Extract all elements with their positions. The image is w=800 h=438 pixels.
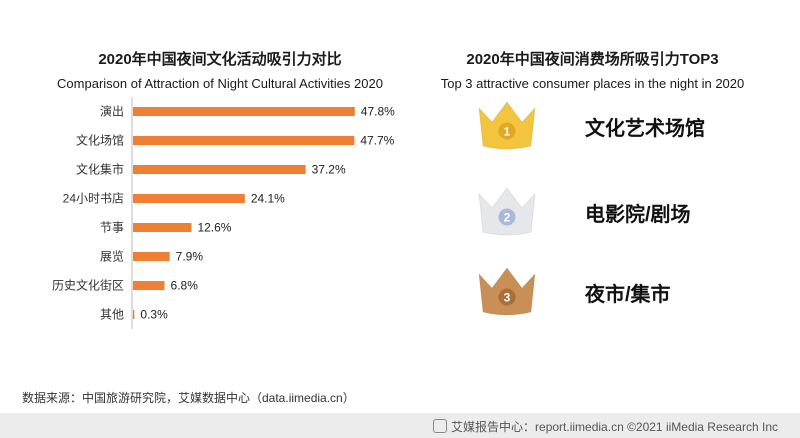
rank-item-1: 1 文化艺术场馆 — [475, 98, 795, 158]
category-label: 历史文化街区 — [52, 278, 124, 293]
bar — [133, 223, 192, 232]
footer-credit-text: 艾媒报告中心：report.iimedia.cn ©2021 iiMedia R… — [451, 420, 778, 434]
chart-title: 2020年中国夜间文化活动吸引力对比 — [98, 51, 342, 68]
category-label: 文化场馆 — [76, 133, 124, 148]
bar — [133, 252, 170, 261]
rank-label: 电影院/剧场 — [585, 204, 691, 226]
footer-bar — [0, 413, 800, 438]
bronze-crown-icon: 3 — [478, 267, 536, 316]
category-label: 文化集市 — [76, 162, 124, 177]
rank-badge — [498, 288, 516, 306]
bar — [133, 310, 135, 319]
category-label: 节事 — [100, 221, 124, 235]
bar — [133, 194, 245, 203]
category-label: 演出 — [100, 104, 124, 119]
rank-badge — [498, 208, 516, 226]
gold-crown-icon: 1 — [478, 101, 536, 150]
value-label: 24.1% — [251, 192, 285, 206]
rank-number: 3 — [504, 291, 511, 305]
value-label: 47.8% — [361, 105, 395, 119]
value-label: 47.7% — [360, 134, 394, 148]
rank-number: 1 — [504, 125, 511, 139]
value-label: 6.8% — [171, 279, 199, 293]
rank-item-3: 3 夜市/集市 — [475, 264, 795, 324]
silver-crown-icon: 2 — [478, 187, 536, 236]
value-label: 12.6% — [197, 221, 231, 235]
iimedia-logo-icon — [433, 419, 448, 433]
rank-label: 夜市/集市 — [585, 284, 671, 306]
category-label: 展览 — [100, 249, 124, 264]
rank-label: 文化艺术场馆 — [585, 118, 705, 140]
value-label: 7.9% — [176, 250, 204, 264]
bar — [133, 136, 355, 145]
value-label: 37.2% — [312, 163, 346, 177]
ranking-subtitle: Top 3 attractive consumer places in the … — [440, 76, 745, 91]
ranking-title: 2020年中国夜间消费场所吸引力TOP3 — [466, 51, 719, 68]
source-note: 数据来源：中国旅游研究院，艾媒数据中心（data.iimedia.cn） — [22, 391, 355, 405]
bar-chart: 演出 47.8% 文化场馆 47.7% 文化集市 37.2% 24小时书店 24.1% 节事 12… — [52, 97, 395, 329]
bar — [133, 107, 355, 116]
footer-credit: 艾媒报告中心：report.iimedia.cn ©2021 iiMedia R… — [433, 418, 778, 435]
bar — [133, 281, 165, 290]
category-label: 其他 — [100, 308, 124, 322]
category-label: 24小时书店 — [63, 192, 124, 206]
rank-number: 2 — [504, 211, 511, 225]
rank-item-2: 2 电影院/剧场 — [475, 184, 795, 244]
value-label: 0.3% — [140, 308, 168, 322]
bar — [133, 165, 306, 174]
chart-subtitle: Comparison of Attraction of Night Cultur… — [57, 76, 383, 91]
rank-badge — [498, 122, 516, 140]
